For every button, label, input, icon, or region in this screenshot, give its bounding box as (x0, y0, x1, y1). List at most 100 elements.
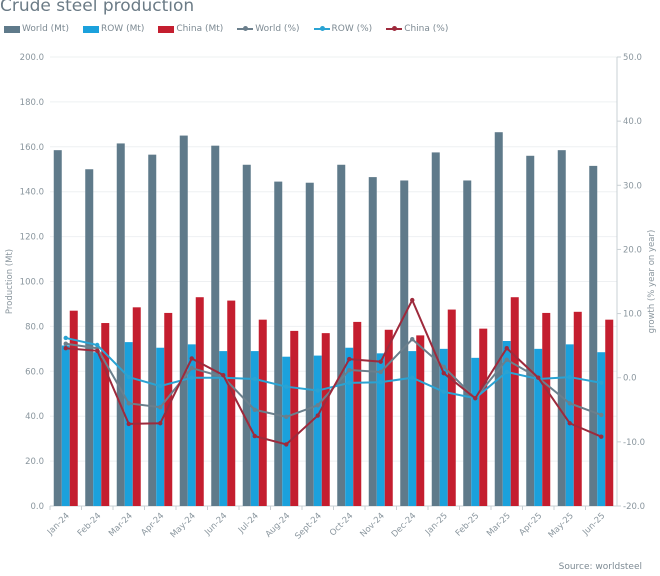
point-world- (410, 337, 415, 342)
point-world- (63, 341, 68, 346)
x-tick-label: May-25 (547, 511, 576, 540)
legend-label: China (Mt) (176, 24, 224, 34)
bar-world-mt- (242, 164, 251, 506)
y2-tick-label: 10.0 (623, 310, 642, 320)
legend-item: World (%) (237, 24, 300, 34)
bar-china-mt- (573, 311, 582, 506)
bar-china-mt- (542, 312, 551, 506)
point-world- (315, 403, 320, 408)
bar-row-mt- (156, 347, 165, 506)
bar-row-mt- (597, 352, 606, 506)
point-china- (252, 433, 257, 439)
y-tick-label: 140.0 (20, 188, 44, 198)
x-tick-label: Jul-24 (236, 511, 261, 536)
y2-tick-label: 20.0 (623, 245, 642, 255)
bar-world-mt- (589, 165, 598, 506)
x-tick-label: Feb-25 (454, 511, 482, 539)
y-tick-label: 80.0 (25, 322, 44, 332)
point-china- (189, 356, 194, 361)
legend: World (Mt) ROW (Mt) China (Mt) World (%) ROW… (4, 24, 448, 34)
legend-label: World (%) (255, 24, 300, 34)
bar-china-mt- (353, 321, 362, 506)
bar-china-mt- (69, 310, 78, 506)
bar-china-mt- (447, 309, 456, 506)
y-tick-label: 60.0 (25, 367, 44, 377)
point-row- (378, 380, 383, 385)
bar-world-mt- (431, 152, 440, 506)
point-china- (441, 371, 446, 376)
bar-row-mt- (282, 356, 291, 506)
x-tick-label: Feb-24 (76, 511, 104, 539)
chart-title: Crude steel production (0, 0, 195, 16)
point-row- (315, 388, 320, 393)
point-world- (158, 405, 163, 410)
bar-china-mt- (227, 300, 236, 506)
bar-china-mt- (132, 307, 141, 506)
bar-world-mt- (85, 169, 94, 506)
bar-world-mt- (148, 154, 157, 506)
y-tick-label: 160.0 (20, 143, 44, 153)
x-tick-label: Aug-24 (264, 511, 293, 540)
line-china- (65, 297, 602, 446)
point-row- (410, 375, 415, 380)
bar-row-mt- (408, 351, 417, 506)
bar-row-mt- (219, 351, 228, 506)
legend-item: China (Mt) (158, 24, 223, 34)
line-world- (65, 337, 602, 418)
point-world- (504, 357, 509, 362)
point-china- (599, 434, 604, 439)
point-china- (158, 421, 163, 426)
point-world- (378, 369, 383, 375)
bar-world-mt- (116, 143, 125, 506)
bar-china-mt- (290, 330, 299, 506)
legend-item: World (Mt) (4, 24, 69, 34)
point-china- (536, 375, 541, 380)
point-china- (410, 297, 415, 303)
x-tick-label: Oct-24 (328, 511, 355, 538)
bar-row-mt- (61, 345, 70, 506)
point-world- (567, 401, 572, 406)
legend-item: China (%) (386, 24, 448, 34)
y-tick-label: 20.0 (25, 457, 44, 467)
x-tick-label: Jun-24 (202, 511, 229, 538)
point-row- (95, 342, 100, 348)
x-tick-label: May-24 (169, 511, 198, 540)
point-row- (126, 374, 131, 380)
bar-world-mt- (337, 164, 346, 506)
point-row- (567, 374, 572, 380)
point-world- (347, 367, 352, 373)
y-tick-label: 200.0 (20, 53, 44, 63)
bar-world-mt- (211, 145, 220, 507)
point-row- (347, 380, 352, 386)
bar-world-mt- (274, 181, 283, 506)
point-china- (347, 356, 352, 362)
bar-china-mt- (384, 329, 393, 506)
point-row- (284, 384, 289, 389)
x-tick-label: Apr-25 (517, 511, 544, 538)
y2-tick-label: -20.0 (623, 502, 645, 512)
point-row- (158, 383, 163, 389)
legend-label: ROW (Mt) (100, 24, 145, 34)
y-tick-label: 40.0 (25, 412, 44, 422)
bar-china-mt- (479, 328, 488, 506)
point-china- (126, 421, 131, 427)
y2-axis-title: growth (% year on year) (647, 230, 657, 334)
bar-china-mt- (321, 333, 330, 506)
point-world- (284, 414, 289, 420)
legend-line-marker (386, 26, 403, 31)
point-row- (189, 375, 194, 380)
bar-row-mt- (93, 352, 102, 506)
x-tick-label: Sept-24 (293, 511, 324, 542)
bar-row-mt- (187, 344, 196, 506)
legend-label: ROW (%) (331, 24, 373, 34)
point-row- (441, 389, 446, 395)
bar-row-mt- (439, 348, 448, 506)
legend-swatch (4, 25, 20, 33)
bar-china-mt- (101, 323, 110, 506)
point-china- (473, 396, 478, 401)
bar-china-mt- (164, 312, 173, 506)
bar-world-mt- (179, 135, 188, 506)
y-axis-title: Production (Mt) (5, 249, 15, 314)
x-tick-label: Apr-24 (139, 511, 166, 538)
